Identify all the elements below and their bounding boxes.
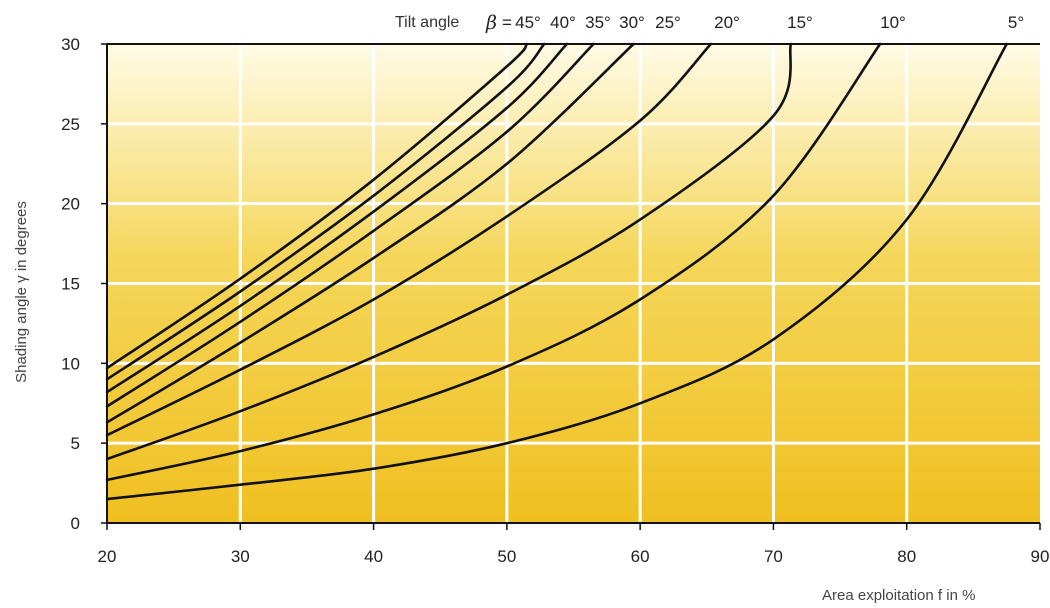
curve-4 xyxy=(105,42,635,424)
y-axis-label: Shading angle γ in degrees xyxy=(13,201,30,383)
x-tick-label-40: 40 xyxy=(364,547,383,566)
curve-7 xyxy=(105,42,882,482)
curve-8 xyxy=(105,42,1008,501)
x-tick-label-50: 50 xyxy=(497,547,516,566)
x-tick-label-90: 90 xyxy=(1031,547,1050,566)
curve-labels: 45° 40° 35° 30° 25° 20° 15° 10° 5° xyxy=(515,13,1024,32)
x-axis-label: Area exploitation f in % xyxy=(822,587,975,604)
y-tick-label-15: 15 xyxy=(61,275,80,294)
y-tick-label-30: 30 xyxy=(61,35,80,54)
x-tick-label-20: 20 xyxy=(98,547,117,566)
y-tick-label-20: 20 xyxy=(61,195,80,214)
curve-2 xyxy=(105,42,569,394)
curve-3 xyxy=(105,42,595,408)
x-tick-label-80: 80 xyxy=(897,547,916,566)
y-tick-label-0: 0 xyxy=(71,514,80,533)
title-equals: = xyxy=(502,13,512,32)
title-beta-symbol: β xyxy=(485,12,497,34)
curve-label-0: 45° xyxy=(515,13,541,32)
x-tick-label-30: 30 xyxy=(231,547,250,566)
curve-label-3: 30° xyxy=(619,13,645,32)
y-tick-label-5: 5 xyxy=(71,434,80,453)
curve-label-6: 15° xyxy=(787,13,813,32)
curve-label-5: 20° xyxy=(714,13,740,32)
x-tick-label-70: 70 xyxy=(764,547,783,566)
curve-label-1: 40° xyxy=(550,13,576,32)
title-prefix: Tilt angle xyxy=(395,14,459,31)
curve-label-7: 10° xyxy=(880,13,906,32)
grid-lines xyxy=(107,44,1040,523)
chart-title: Tilt angle xyxy=(395,14,459,31)
y-tick-label-10: 10 xyxy=(61,354,80,373)
curve-label-2: 35° xyxy=(585,13,611,32)
curve-0 xyxy=(105,42,529,370)
curve-5 xyxy=(105,42,713,437)
curve-1 xyxy=(105,42,546,381)
y-tick-label-25: 25 xyxy=(61,115,80,134)
x-tick-label-60: 60 xyxy=(631,547,650,566)
axes xyxy=(101,43,1041,530)
curve-label-4: 25° xyxy=(655,13,681,32)
curve-label-8: 5° xyxy=(1008,13,1024,32)
curves xyxy=(105,42,1008,501)
x-tick-labels: 20 30 40 50 60 70 80 90 xyxy=(98,547,1050,566)
y-tick-labels: 0 5 10 15 20 25 30 xyxy=(61,35,80,533)
curve-6 xyxy=(105,42,793,461)
